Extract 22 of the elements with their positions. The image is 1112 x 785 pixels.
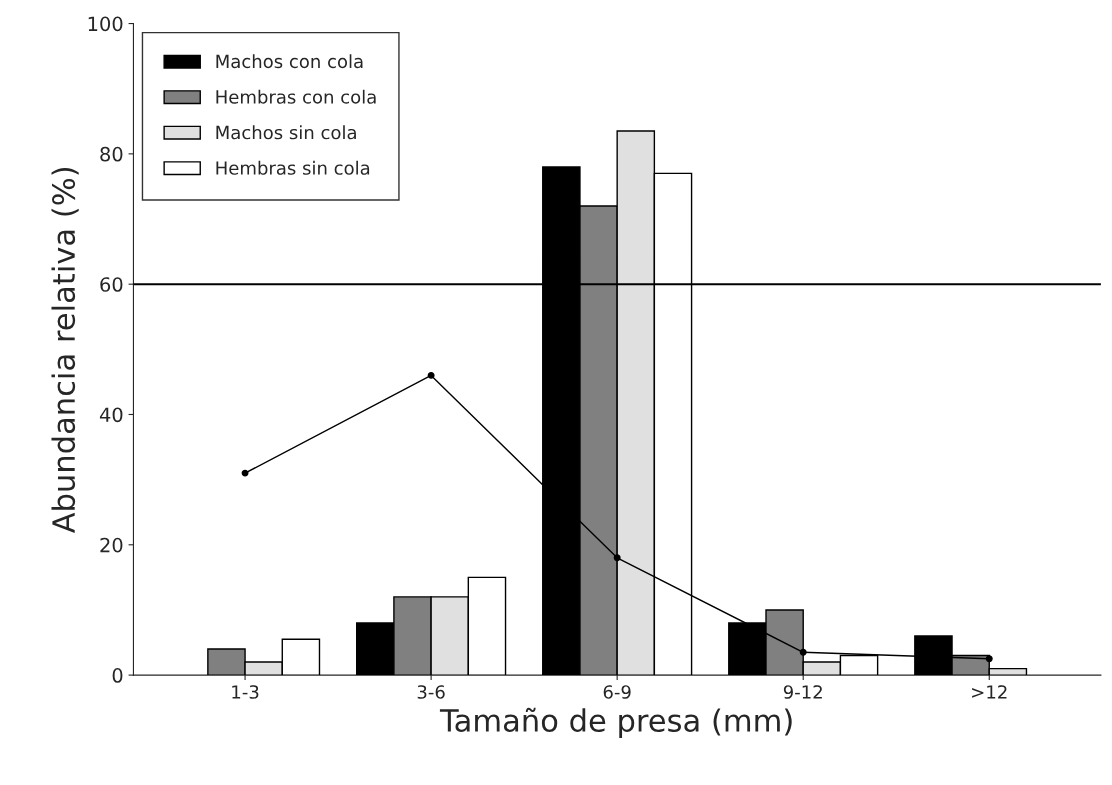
legend-label: Hembras sin cola [216,160,370,175]
y-axis-title: Abundancia relativa (%) [51,167,79,534]
y-tick-label: 100 [88,16,123,32]
point [427,371,435,379]
legend-label: Hembras con cola [216,89,376,104]
y-tick-label: 20 [100,537,123,553]
x-tick-label: 6-9 [603,685,631,699]
point [241,469,249,477]
point [799,648,807,656]
x-tick-label: 3-6 [417,685,445,699]
legend-label: Machos con cola [216,54,363,69]
x-tick-label: >12 [972,685,1007,699]
x-tick-label: 1-3 [232,685,259,699]
y-tick-label: 40 [99,407,123,423]
x-tick-label: 9-12 [783,685,822,699]
point [985,655,993,663]
legend-label: Machos sin cola [216,125,356,140]
x-axis-title: Tamaño de presa (mm) [439,707,792,738]
y-tick-label: 80 [100,146,123,162]
y-tick-label: 60 [100,277,123,292]
point [613,554,621,562]
y-tick-label: 0 [112,668,123,683]
